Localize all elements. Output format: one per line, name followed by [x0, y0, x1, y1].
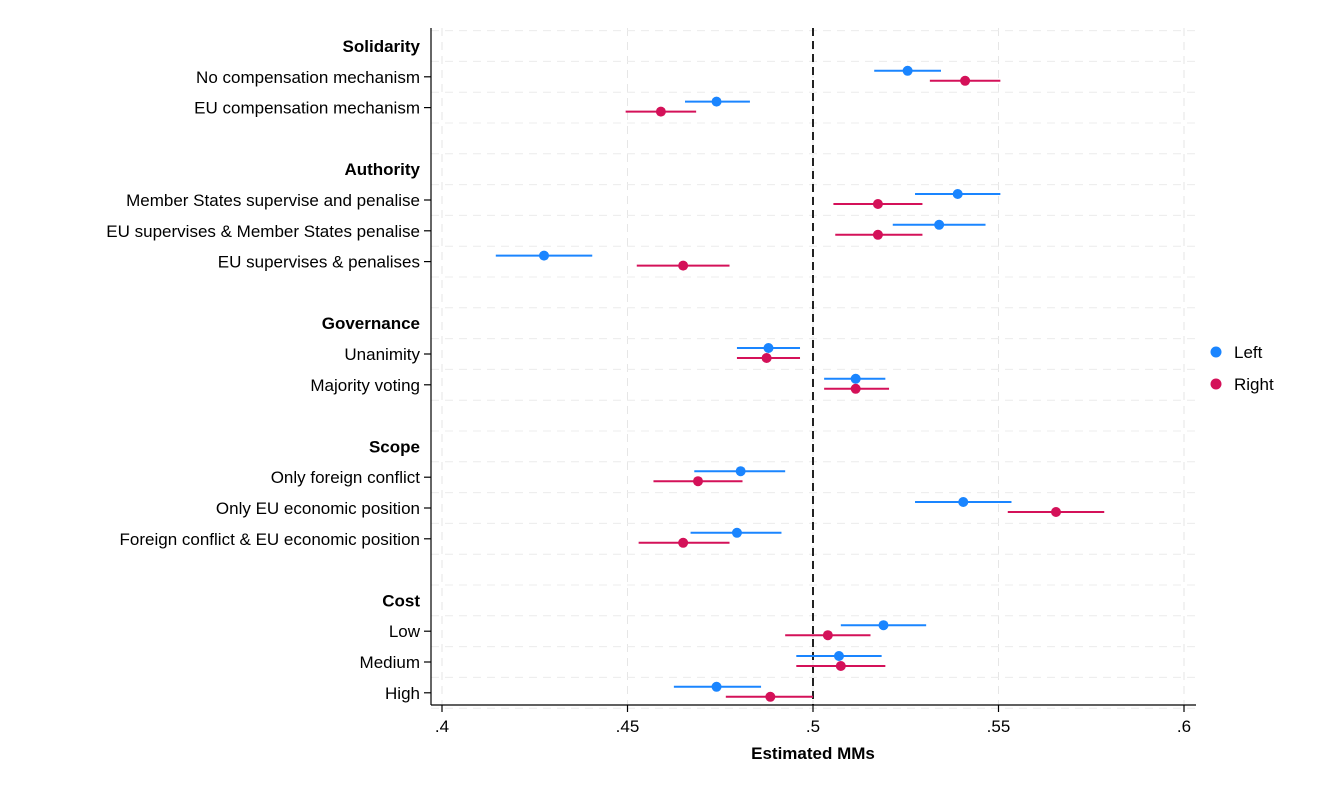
level-label: High	[385, 684, 420, 703]
level-label: No compensation mechanism	[196, 68, 420, 87]
group-label: Solidarity	[343, 37, 421, 56]
left-estimate-point	[850, 373, 861, 384]
level-label: Majority voting	[310, 376, 420, 395]
right-estimate-point	[960, 75, 971, 86]
left-estimate-point	[763, 343, 774, 353]
axes: .4 .45 .5 .55 .6	[424, 28, 1196, 736]
right-estimate-point	[872, 229, 883, 240]
right-estimate-point	[655, 106, 666, 117]
x-tick-label: .6	[1177, 717, 1191, 736]
right-estimate-point	[872, 199, 883, 209]
estimates	[495, 65, 1105, 702]
level-label: EU compensation mechanism	[194, 99, 420, 118]
x-tick-label: .45	[616, 717, 640, 736]
level-label: Only foreign conflict	[271, 468, 421, 487]
right-estimate-point	[835, 661, 846, 671]
level-label: Member States supervise and penalise	[126, 191, 420, 210]
group-label: Cost	[382, 591, 420, 610]
left-estimate-point	[878, 620, 889, 631]
legend-label-left: Left	[1234, 343, 1263, 362]
right-estimate-point	[765, 691, 776, 702]
y-axis-labels: Solidarity No compensation mechanism EU co…	[106, 37, 420, 703]
legend-marker-right	[1210, 378, 1222, 390]
left-estimate-point	[952, 189, 963, 199]
right-estimate-point	[1051, 507, 1062, 517]
right-estimate-point	[692, 476, 703, 487]
legend: Left Right	[1210, 343, 1274, 394]
group-label: Authority	[344, 160, 420, 179]
x-axis-title: Estimated MMs	[751, 744, 875, 763]
right-estimate-point	[678, 537, 689, 548]
x-tick-label: .5	[806, 717, 820, 736]
group-label: Scope	[369, 437, 420, 456]
level-label: EU supervises & penalises	[218, 253, 420, 272]
left-estimate-point	[711, 96, 722, 107]
level-label: EU supervises & Member States penalise	[106, 222, 420, 241]
legend-label-right: Right	[1234, 375, 1274, 394]
legend-marker-left	[1210, 346, 1222, 358]
level-label: Unanimity	[344, 345, 420, 364]
right-estimate-point	[761, 353, 772, 363]
right-estimate-point	[678, 260, 689, 271]
left-estimate-point	[735, 466, 746, 477]
left-estimate-point	[711, 681, 722, 692]
level-label: Medium	[360, 653, 420, 672]
group-label: Governance	[322, 314, 420, 333]
left-estimate-point	[539, 250, 550, 261]
level-label: Foreign conflict & EU economic position	[120, 530, 420, 549]
x-tick-label: .55	[987, 717, 1011, 736]
right-estimate-point	[822, 630, 833, 641]
left-estimate-point	[958, 497, 969, 507]
x-tick-label: .4	[435, 717, 449, 736]
level-label: Low	[389, 622, 421, 641]
left-estimate-point	[833, 651, 844, 661]
left-estimate-point	[731, 527, 742, 538]
right-estimate-point	[850, 383, 861, 394]
left-estimate-point	[902, 65, 913, 76]
level-label: Only EU economic position	[216, 499, 420, 518]
left-estimate-point	[934, 219, 945, 230]
